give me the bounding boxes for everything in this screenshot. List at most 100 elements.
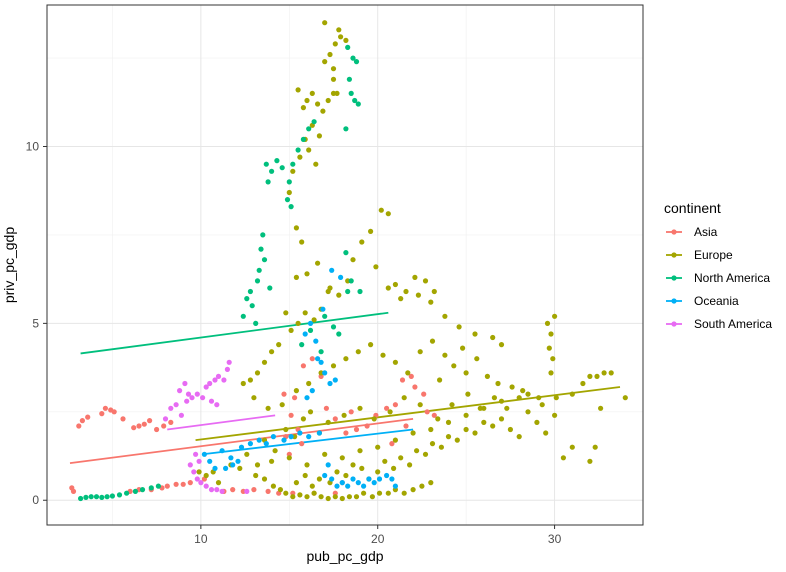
point-north-america <box>249 303 255 309</box>
point-europe <box>307 409 314 415</box>
point-north-america <box>78 495 84 502</box>
point-south-america <box>214 487 220 493</box>
point-oceania <box>322 472 328 479</box>
point-north-america <box>109 493 115 499</box>
point-europe <box>543 430 549 436</box>
point-europe <box>325 495 331 502</box>
point-oceania <box>223 465 229 471</box>
trend-line-south-america <box>167 414 276 431</box>
point-oceania <box>228 455 234 461</box>
point-north-america <box>330 324 337 330</box>
point-asia <box>147 418 153 424</box>
point-europe <box>509 384 515 390</box>
point-north-america <box>269 168 275 174</box>
point-europe <box>269 349 275 355</box>
point-north-america <box>240 313 246 319</box>
point-asia <box>332 416 338 422</box>
point-oceania <box>355 480 361 486</box>
point-europe <box>401 490 407 496</box>
point-oceania <box>361 483 367 489</box>
point-europe <box>215 480 222 486</box>
legend-title: continent <box>664 200 721 216</box>
point-south-america <box>193 451 199 457</box>
point-asia <box>141 421 147 427</box>
point-europe <box>516 395 522 401</box>
point-oceania <box>263 441 269 447</box>
point-europe <box>237 465 243 471</box>
point-asia <box>292 395 298 401</box>
point-europe <box>587 458 593 464</box>
point-north-america <box>299 342 305 348</box>
point-asia <box>421 391 427 397</box>
point-europe <box>320 108 326 114</box>
point-asia <box>131 425 137 431</box>
point-europe <box>322 451 328 457</box>
point-europe <box>343 472 349 479</box>
point-europe <box>286 189 292 196</box>
point-europe <box>290 168 296 174</box>
point-europe <box>277 487 283 493</box>
point-europe <box>300 416 306 422</box>
point-europe <box>385 490 391 496</box>
point-europe <box>299 239 305 245</box>
point-north-america <box>124 490 130 496</box>
point-europe <box>338 34 344 40</box>
point-south-america <box>173 402 179 408</box>
point-north-america <box>132 488 138 494</box>
point-north-america <box>288 204 294 210</box>
point-europe <box>407 462 413 468</box>
point-europe <box>270 483 276 489</box>
point-europe <box>525 409 531 415</box>
point-europe <box>431 288 437 295</box>
point-europe <box>297 154 303 160</box>
point-europe <box>442 313 448 319</box>
point-europe <box>359 465 365 471</box>
point-europe <box>580 380 586 387</box>
point-oceania <box>288 434 294 440</box>
point-europe <box>429 338 436 344</box>
point-oceania <box>320 306 326 312</box>
point-europe <box>378 207 384 213</box>
point-europe <box>283 426 289 433</box>
point-europe <box>534 419 540 425</box>
point-europe <box>449 402 455 408</box>
point-asia <box>281 391 287 397</box>
point-europe <box>334 469 340 475</box>
point-europe <box>474 356 480 362</box>
point-europe <box>484 373 490 379</box>
point-europe <box>594 373 600 379</box>
point-europe <box>353 494 360 500</box>
point-europe <box>622 395 628 401</box>
point-europe <box>254 370 261 376</box>
point-europe <box>336 292 342 298</box>
point-europe <box>382 458 388 464</box>
point-europe <box>295 87 301 93</box>
point-asia <box>265 488 271 494</box>
point-north-america <box>253 320 259 326</box>
point-europe <box>244 451 250 457</box>
x-tick-label: 20 <box>371 532 385 546</box>
point-europe <box>318 494 324 500</box>
point-oceania <box>309 388 315 394</box>
point-north-america <box>104 494 110 500</box>
point-south-america <box>196 458 202 464</box>
point-europe <box>276 342 282 348</box>
point-europe <box>472 331 478 337</box>
point-asia <box>111 409 117 415</box>
point-europe <box>548 370 554 376</box>
point-oceania <box>332 377 338 383</box>
point-europe <box>387 409 393 415</box>
point-south-america <box>244 488 250 494</box>
point-europe <box>330 66 337 72</box>
point-oceania <box>384 472 390 479</box>
point-europe <box>315 101 321 107</box>
point-europe <box>350 257 356 263</box>
point-europe <box>419 483 425 489</box>
point-europe <box>601 370 607 376</box>
point-europe <box>445 419 452 425</box>
point-europe <box>498 342 505 348</box>
point-europe <box>569 444 575 450</box>
point-oceania <box>219 448 225 454</box>
point-asia <box>180 481 186 487</box>
y-tick-label: 0 <box>32 493 39 507</box>
